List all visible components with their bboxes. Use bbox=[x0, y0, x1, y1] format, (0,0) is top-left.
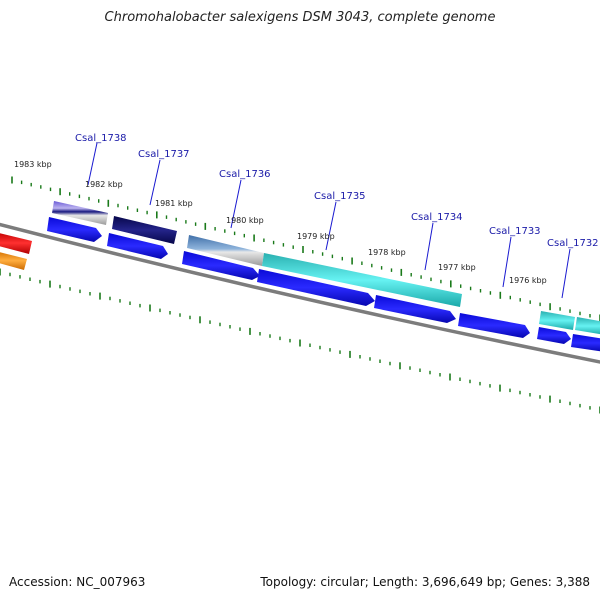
leader-line bbox=[230, 179, 242, 229]
leader-line bbox=[561, 248, 571, 299]
cds-arrow bbox=[374, 295, 456, 323]
kbp-label: 1983 kbp bbox=[14, 160, 52, 169]
leader-line bbox=[424, 222, 434, 271]
gene-label: Csal_1737 bbox=[138, 149, 190, 160]
cds-arrow bbox=[571, 334, 600, 352]
genome-title: Chromohalobacter salexigens DSM 3043, co… bbox=[104, 10, 496, 25]
genome-summary-text: Topology: circular; Length: 3,696,649 bp… bbox=[260, 575, 590, 589]
inner-tick-row bbox=[0, 268, 600, 414]
gene-label: Csal_1736 bbox=[219, 169, 271, 180]
feature-bar-violet bbox=[52, 201, 108, 225]
cds-arrow bbox=[107, 233, 168, 259]
feature-track bbox=[0, 201, 600, 335]
gene-label: Csal_1732 bbox=[547, 238, 599, 249]
cds-track bbox=[47, 217, 600, 352]
cds-arrow bbox=[257, 269, 375, 306]
leader-line bbox=[87, 142, 98, 186]
kbp-label: 1978 kbp bbox=[368, 248, 406, 257]
kbp-label: 1982 kbp bbox=[85, 180, 123, 189]
gene-labels: Csal_1738 Csal_1737 Csal_1736 Csal_1735 … bbox=[75, 133, 599, 249]
kbp-label: 1981 kbp bbox=[155, 199, 193, 208]
gene-label: Csal_1735 bbox=[314, 191, 366, 202]
cds-arrow bbox=[537, 327, 571, 344]
kbp-labels: 1983 kbp 1982 kbp 1981 kbp 1980 kbp 1979… bbox=[14, 160, 547, 285]
gene-label: Csal_1738 bbox=[75, 133, 127, 144]
feature-bar-navy bbox=[112, 216, 177, 244]
cds-arrow bbox=[47, 217, 102, 242]
label-leader-lines bbox=[87, 142, 571, 299]
cds-arrow bbox=[458, 313, 530, 338]
feature-bar-teal-short-a bbox=[539, 311, 575, 330]
feature-bar-teal-long bbox=[262, 253, 462, 307]
leader-line bbox=[502, 236, 512, 288]
leader-line bbox=[325, 201, 337, 251]
feature-bar-red bbox=[0, 233, 32, 254]
accession-text: Accession: NC_007963 bbox=[9, 575, 146, 589]
kbp-label: 1980 kbp bbox=[226, 216, 264, 225]
gene-label: Csal_1734 bbox=[411, 212, 463, 223]
gene-label: Csal_1733 bbox=[489, 226, 541, 237]
kbp-label: 1979 kbp bbox=[297, 232, 335, 241]
leader-line bbox=[149, 159, 161, 206]
outer-tick-row bbox=[11, 176, 600, 322]
feature-bar-teal-short-b bbox=[575, 317, 600, 335]
genome-backbone bbox=[0, 222, 600, 364]
cds-arrow bbox=[182, 251, 260, 280]
feature-bar-orange bbox=[0, 252, 27, 270]
feature-bar-steel bbox=[187, 235, 264, 266]
kbp-label: 1976 kbp bbox=[509, 276, 547, 285]
kbp-label: 1977 kbp bbox=[438, 263, 476, 272]
